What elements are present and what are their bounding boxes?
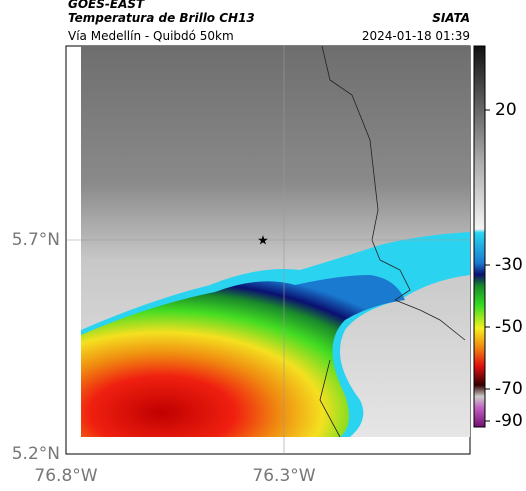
colorbar-tick-label: -90 bbox=[495, 411, 523, 431]
timestamp: 2024-01-18 01:39 bbox=[362, 29, 470, 43]
lat-label: 5.2°N bbox=[12, 444, 60, 464]
location-marker: ★ bbox=[257, 234, 269, 249]
subtitle: Vía Medellín - Quibdó 50km bbox=[68, 29, 234, 43]
lat-label: 5.7°N bbox=[12, 230, 60, 250]
colorbar-tick-label: -50 bbox=[495, 317, 523, 337]
lon-label: 76.3°W bbox=[252, 466, 315, 486]
colorbar-tick-label: -30 bbox=[495, 255, 523, 275]
colorbar-ticks: 20 -30 -50 -70 -90 bbox=[485, 100, 523, 431]
lon-label: 76.8°W bbox=[34, 466, 97, 486]
cloud-core bbox=[81, 275, 405, 437]
colorbar-tick-label: -70 bbox=[495, 379, 523, 399]
border bbox=[319, 45, 466, 438]
satellite: GOES-EAST bbox=[68, 0, 145, 11]
colorbar bbox=[473, 45, 486, 428]
colorbar-tick-label: 20 bbox=[495, 100, 517, 120]
source: SIATA bbox=[432, 11, 470, 25]
title: Temperatura de Brillo CH13 bbox=[68, 11, 255, 25]
